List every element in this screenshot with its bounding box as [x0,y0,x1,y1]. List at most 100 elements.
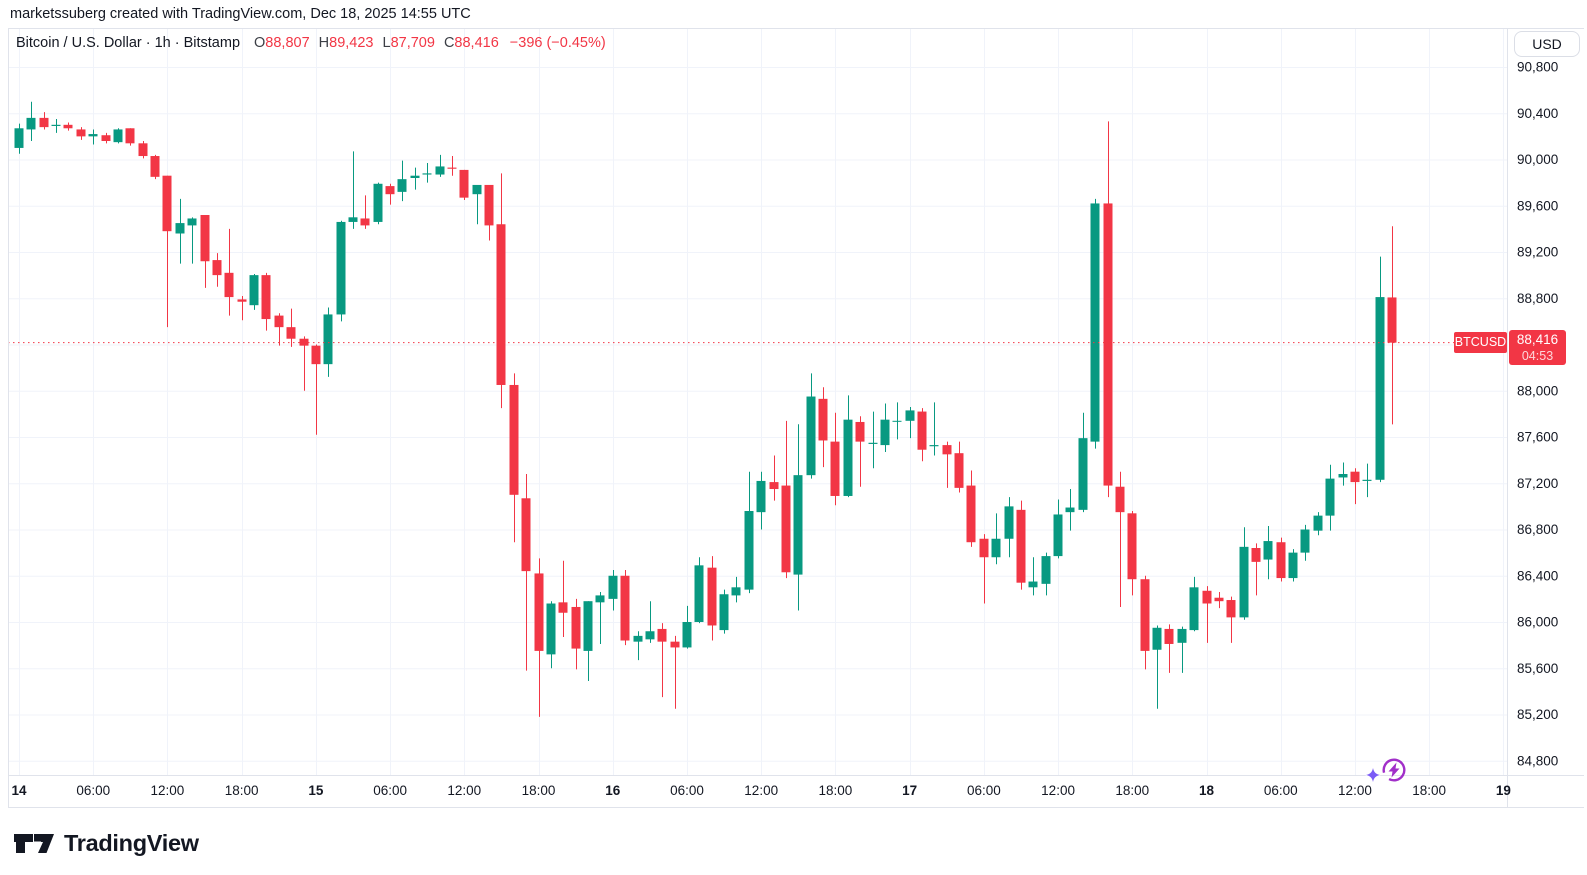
candle-up [694,557,704,624]
candle-up [595,591,605,644]
ohlc-value: 88,807 [265,35,310,51]
candle-up [472,184,482,225]
candle-down [162,175,172,328]
svg-text:18:00: 18:00 [225,783,259,798]
candle-up [583,601,593,681]
candle-down [385,183,395,205]
candle-up [175,198,185,264]
svg-text:06:00: 06:00 [967,783,1001,798]
tradingview-logo-icon [14,834,54,853]
ohlc-value: 88,416 [454,35,499,51]
candle-down [1214,591,1224,609]
ohlc-item: O88,807 [254,35,310,51]
candle-up [744,471,754,594]
candle-up [929,402,939,456]
svg-text:18:00: 18:00 [522,783,556,798]
svg-text:12:00: 12:00 [151,783,185,798]
candle-down [1103,121,1113,498]
svg-text:86,800: 86,800 [1517,522,1558,537]
svg-text:84,800: 84,800 [1517,753,1558,768]
candle-down [63,122,73,131]
svg-text:06:00: 06:00 [670,783,704,798]
candle-up [397,160,407,202]
price-axis-scale[interactable] [1507,28,1587,807]
candle-up [633,631,643,661]
candle-down [942,441,952,488]
candle-down [1016,500,1026,590]
candle-up [1325,464,1335,531]
replay-circle-icon [1382,758,1406,782]
ohlc-value: 89,423 [329,35,374,51]
svg-text:90,800: 90,800 [1517,60,1558,75]
svg-text:87,200: 87,200 [1517,476,1558,491]
candle-down [1115,471,1125,607]
symbol-legend[interactable]: Bitcoin / U.S. Dollar · 1h · Bitstamp O8… [16,35,606,51]
candle-down [558,560,568,638]
grid-lines [8,28,1507,775]
currency-usd-button[interactable]: USD [1514,31,1580,57]
svg-text:18:00: 18:00 [819,783,853,798]
candle-down [1140,575,1150,670]
candle-down [200,215,210,288]
candle-up [373,182,383,225]
last-price-axis-tag: 88,416 04:53 [1509,330,1566,365]
candle-down [818,387,828,468]
candle-down [237,295,247,321]
candle-up [719,589,729,634]
svg-text:88,000: 88,000 [1517,383,1558,398]
candle-up [422,162,432,183]
candle-up [1177,626,1187,673]
svg-text:18:00: 18:00 [1412,783,1446,798]
svg-text:12:00: 12:00 [1338,783,1372,798]
candle-down [769,455,779,501]
candle-up [806,373,816,479]
candle-up [113,128,123,144]
svg-text:88,800: 88,800 [1517,291,1558,306]
chart-plot-area[interactable] [8,28,1507,775]
candle-up [336,220,346,322]
tradingview-logo[interactable]: TradingView [14,830,199,857]
svg-text:85,200: 85,200 [1517,707,1558,722]
svg-text:06:00: 06:00 [1264,783,1298,798]
svg-text:16: 16 [605,783,621,798]
candle-down [1226,596,1236,643]
candle-up [1090,198,1100,449]
svg-text:17: 17 [902,783,917,798]
candle-up [348,151,358,229]
svg-text:85,600: 85,600 [1517,661,1558,676]
candle-up [14,123,24,154]
last-price-symbol-tag: BTCUSD [1454,332,1507,353]
ohlc-letter: O [254,35,266,51]
svg-text:12:00: 12:00 [1041,783,1075,798]
ohlc-item: L87,709 [383,35,435,51]
svg-text:19: 19 [1496,783,1511,798]
candle-up [1263,526,1273,580]
candle-up [51,119,61,133]
candle-down [76,127,86,140]
time-axis-labels: 14 06:00 12:00 18:00 15 06:00 12:00 18:00 16 06:0… [11,783,1510,798]
candle-up [905,406,915,439]
tradingview-logo-text: TradingView [64,830,199,856]
candle-down [979,534,989,604]
svg-text:06:00: 06:00 [76,783,110,798]
candle-up [1004,497,1014,558]
candle-down [1387,226,1397,425]
candle-up [546,601,556,669]
candle-down [657,623,667,698]
svg-text:12:00: 12:00 [744,783,778,798]
svg-text:06:00: 06:00 [373,783,407,798]
svg-text:90,000: 90,000 [1517,152,1558,167]
candle-down [620,569,630,646]
candle-up [1300,524,1310,561]
svg-text:86,000: 86,000 [1517,615,1558,630]
candle-up [1288,549,1298,582]
candles-layer [14,101,1397,717]
replay-icon[interactable] [1360,753,1406,790]
svg-text:89,200: 89,200 [1517,245,1558,260]
candle-up [645,601,655,643]
symbol-title[interactable]: Bitcoin / U.S. Dollar · 1h · Bitstamp [16,35,241,51]
candle-down [150,154,160,180]
candle-down [138,141,148,159]
